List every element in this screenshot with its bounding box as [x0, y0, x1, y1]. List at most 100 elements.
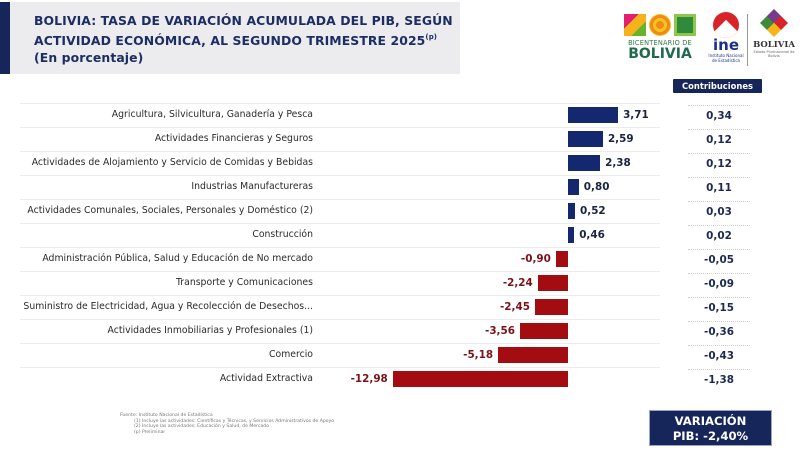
- row-separator: [20, 295, 660, 296]
- bicentenario-flag-icon: [624, 14, 646, 36]
- contribution-separator: [688, 249, 750, 250]
- value-label: -3,56: [485, 325, 515, 337]
- category-label: Suministro de Electricidad, Agua y Recol…: [23, 301, 313, 312]
- bar-chart: Agricultura, Silvicultura, Ganadería y P…: [0, 96, 800, 396]
- contribution-value: -1,38: [704, 374, 734, 386]
- row-separator: [20, 247, 660, 248]
- contribution-value: 0,12: [706, 134, 732, 146]
- value-label: 2,59: [607, 133, 634, 145]
- row-separator: [20, 103, 660, 104]
- category-label: Actividades Financieras y Seguros: [154, 133, 313, 144]
- row-separator: [20, 175, 660, 176]
- contribution-separator: [688, 177, 750, 178]
- bicentenario-small-text: BICENTENARIO DE: [628, 39, 692, 47]
- chart-subtitle: (En porcentaje): [34, 50, 144, 65]
- footnote-source: Fuente: Instituto Nacional de Estadístic…: [120, 413, 213, 418]
- ine-logo-text: ine: [713, 36, 739, 54]
- contribution-separator: [688, 201, 750, 202]
- bicentenario-icons: [622, 14, 698, 36]
- row-separator: [20, 223, 660, 224]
- gdp-variation-box: VARIACIÓN PIB: -2,40%: [649, 410, 772, 446]
- value-label: 0,52: [580, 205, 606, 217]
- bolivia-logo-text: BOLIVIA: [753, 40, 795, 50]
- bar: [568, 227, 575, 243]
- bar: [568, 203, 576, 219]
- category-label: Industrias Manufactureras: [191, 181, 313, 192]
- contribution-value: -0,15: [704, 302, 734, 314]
- value-label: -0,90: [520, 253, 551, 265]
- title-box: BOLIVIA: TASA DE VARIACIÓN ACUMULADA DEL…: [0, 2, 460, 74]
- bolivia-emblem-icon: [759, 8, 789, 38]
- contribution-separator: [688, 273, 750, 274]
- bar: [392, 371, 568, 387]
- bar: [519, 323, 568, 339]
- row-separator: [20, 151, 660, 152]
- value-label: 0,46: [579, 229, 605, 241]
- row-separator: [20, 367, 660, 368]
- category-label: Actividades Inmobiliarias y Profesionale…: [107, 325, 313, 336]
- title-line-2: ACTIVIDAD ECONÓMICA, AL SEGUNDO TRIMESTR…: [34, 33, 438, 48]
- ine-mountain-icon: [713, 12, 739, 38]
- contribution-value: 0,02: [706, 230, 732, 242]
- bolivia-logo-subtext: Estado Plurinacional de Bolivia: [753, 50, 795, 58]
- category-label: Actividades Comunales, Sociales, Persona…: [27, 205, 313, 216]
- chart-title: BOLIVIA: TASA DE VARIACIÓN ACUMULADA DEL…: [34, 12, 474, 66]
- row-separator: [20, 319, 660, 320]
- bicentenario-big-text: BOLIVIA: [628, 46, 692, 62]
- contribution-separator: [688, 321, 750, 322]
- category-label: Administración Pública, Salud y Educació…: [42, 253, 313, 264]
- value-label: 2,38: [605, 157, 631, 169]
- contribution-separator: [688, 105, 750, 106]
- bar: [568, 179, 579, 195]
- row-separator: [20, 271, 660, 272]
- bar: [534, 299, 568, 315]
- contribution-value: -0,05: [704, 254, 734, 266]
- bar: [498, 347, 568, 363]
- bolivia-state-logo: BOLIVIA Estado Plurinacional de Bolivia: [751, 8, 797, 68]
- contribution-separator: [688, 297, 750, 298]
- contribution-value: 0,34: [706, 110, 732, 122]
- category-label: Transporte y Comunicaciones: [175, 277, 313, 288]
- category-label: Actividad Extractiva: [219, 373, 313, 384]
- value-label: 3,71: [623, 109, 649, 121]
- footnote-1: (1) Incluye las actividades: Científicas…: [134, 418, 335, 424]
- bar: [568, 155, 601, 171]
- row-separator: [20, 127, 660, 128]
- title-superscript: (p): [425, 33, 438, 41]
- contribution-separator: [688, 129, 750, 130]
- footnote-3: (p) Preliminar: [134, 429, 166, 435]
- contribution-value: 0,12: [706, 158, 732, 170]
- category-label: Comercio: [269, 349, 313, 360]
- logo-divider: [747, 14, 748, 66]
- contribution-value: -0,43: [704, 350, 734, 362]
- bicentenario-emblem-icon: [674, 14, 696, 36]
- value-label: -2,24: [502, 277, 533, 289]
- contribution-value: 0,11: [706, 182, 732, 194]
- bar: [568, 107, 619, 123]
- variation-value: PIB: -2,40%: [672, 429, 749, 443]
- contribution-separator: [688, 153, 750, 154]
- contributions-header: Contribuciones: [673, 79, 762, 93]
- category-label: Construcción: [252, 229, 313, 240]
- bar: [568, 131, 603, 147]
- ine-logo: ine Instituto Nacional de Estadística: [708, 12, 744, 68]
- contribution-value: -0,09: [704, 278, 734, 290]
- contribution-separator: [688, 225, 750, 226]
- contribution-separator: [688, 345, 750, 346]
- contribution-separator: [688, 369, 750, 370]
- bicentenario-logo: BICENTENARIO DE BOLIVIA: [622, 14, 698, 68]
- variation-label: VARIACIÓN: [674, 414, 747, 428]
- bicentenario-sun-icon: [649, 14, 671, 36]
- value-label: 0,80: [583, 181, 610, 193]
- value-label: -5,18: [463, 349, 494, 361]
- row-separator: [20, 343, 660, 344]
- title-line-1: BOLIVIA: TASA DE VARIACIÓN ACUMULADA DEL…: [34, 13, 453, 28]
- ine-logo-subtext: Instituto Nacional de Estadística: [708, 53, 744, 63]
- row-separator: [20, 199, 660, 200]
- footnotes: Fuente: Instituto Nacional de Estadístic…: [120, 413, 420, 435]
- category-label: Actividades de Alojamiento y Servicio de…: [31, 157, 313, 168]
- bar: [555, 251, 568, 267]
- contribution-value: -0,36: [704, 326, 734, 338]
- value-label: -12,98: [350, 373, 388, 385]
- footnote-2: (2) Incluye las actividades: Educación y…: [134, 424, 270, 429]
